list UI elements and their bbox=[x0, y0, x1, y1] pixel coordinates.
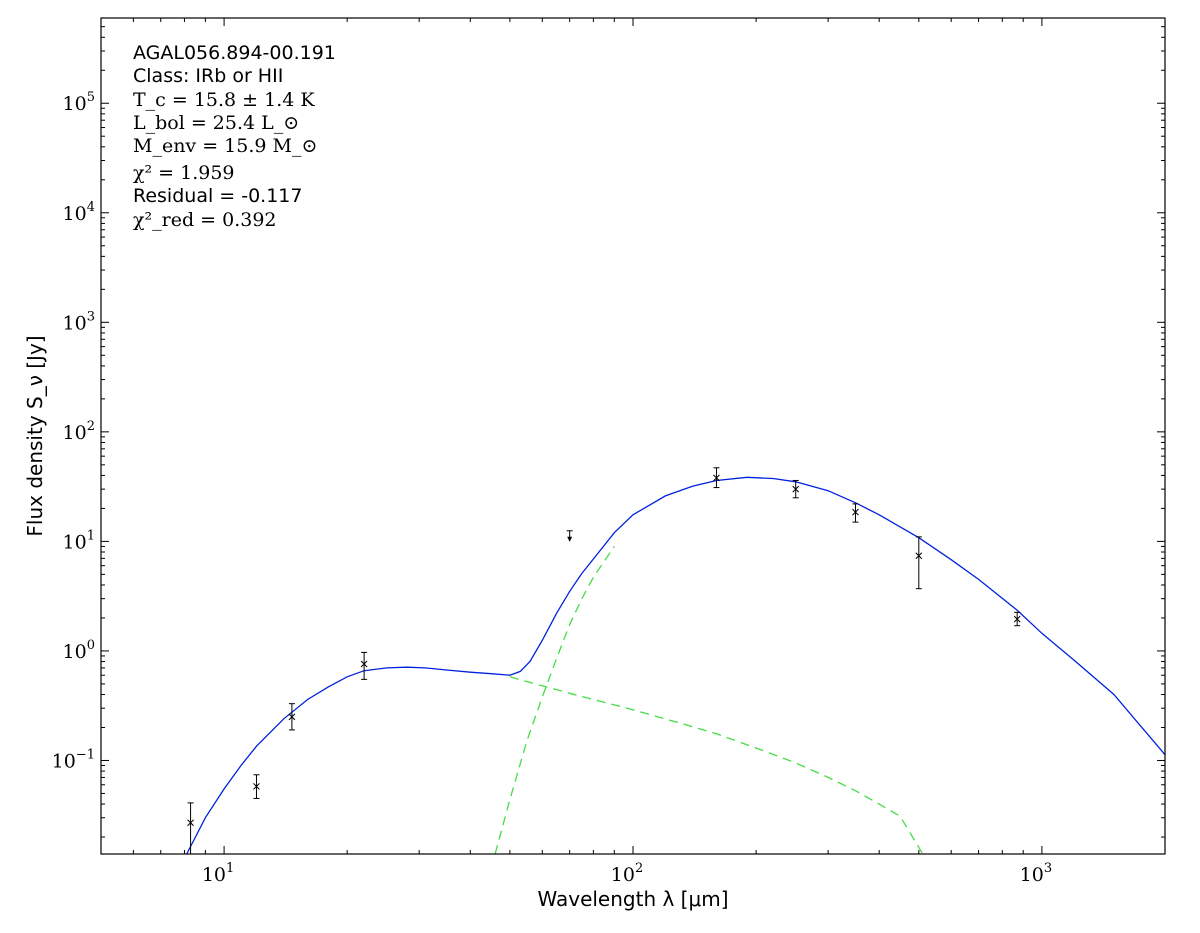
x-axis-label: Wavelength λ [μm] bbox=[537, 887, 728, 911]
tick-labels: 101 102 103 10−1 100 101 102 103 104 105 bbox=[52, 90, 1053, 886]
y-tick-label: 10−1 bbox=[52, 747, 95, 772]
component-curve-2 bbox=[494, 546, 615, 855]
temperature-text: T_c = 15.8 ± 1.4 K bbox=[133, 89, 315, 111]
residual-text: Residual = -0.117 bbox=[133, 185, 303, 207]
y-tick-label: 103 bbox=[63, 309, 95, 334]
y-tick-label: 101 bbox=[63, 528, 95, 553]
y-tick-label: 105 bbox=[63, 90, 95, 115]
data-point bbox=[187, 819, 194, 827]
data-point bbox=[852, 508, 859, 516]
fit-curves bbox=[186, 476, 1166, 855]
y-tick-label: 102 bbox=[63, 419, 95, 444]
x-tick-label: 103 bbox=[1020, 861, 1052, 886]
x-tick-label: 101 bbox=[202, 861, 234, 886]
axis-ticks bbox=[100, 17, 1166, 854]
data-point bbox=[792, 485, 800, 493]
y-axis-label: Flux density S_ν [Jy] bbox=[23, 335, 47, 536]
envelope-mass-text: M_env = 15.9 M_⊙ bbox=[133, 135, 317, 157]
class-text: Class: IRb or HII bbox=[133, 65, 283, 87]
upper-limit-arrow bbox=[567, 536, 573, 542]
fit-annotations: AGAL056.894-00.191 Class: IRb or HII T_c… bbox=[133, 42, 336, 231]
chi2-reduced-text: χ²_red = 0.392 bbox=[133, 209, 277, 231]
y-tick-label: 100 bbox=[63, 638, 95, 663]
data-point bbox=[288, 713, 296, 721]
data-point bbox=[1013, 615, 1021, 623]
total-fit-curve bbox=[186, 476, 1166, 855]
y-tick-label: 104 bbox=[63, 200, 95, 225]
data-point bbox=[360, 660, 368, 668]
data-point bbox=[253, 783, 260, 790]
x-tick-label: 102 bbox=[611, 861, 643, 886]
luminosity-text: L_bol = 25.4 L_⊙ bbox=[133, 112, 299, 134]
chi2-text: χ² = 1.959 bbox=[133, 162, 235, 184]
data-point bbox=[915, 552, 923, 560]
data-point bbox=[713, 474, 720, 482]
component-curve-1 bbox=[509, 676, 923, 854]
source-name: AGAL056.894-00.191 bbox=[133, 42, 336, 64]
data-points bbox=[187, 467, 1021, 855]
